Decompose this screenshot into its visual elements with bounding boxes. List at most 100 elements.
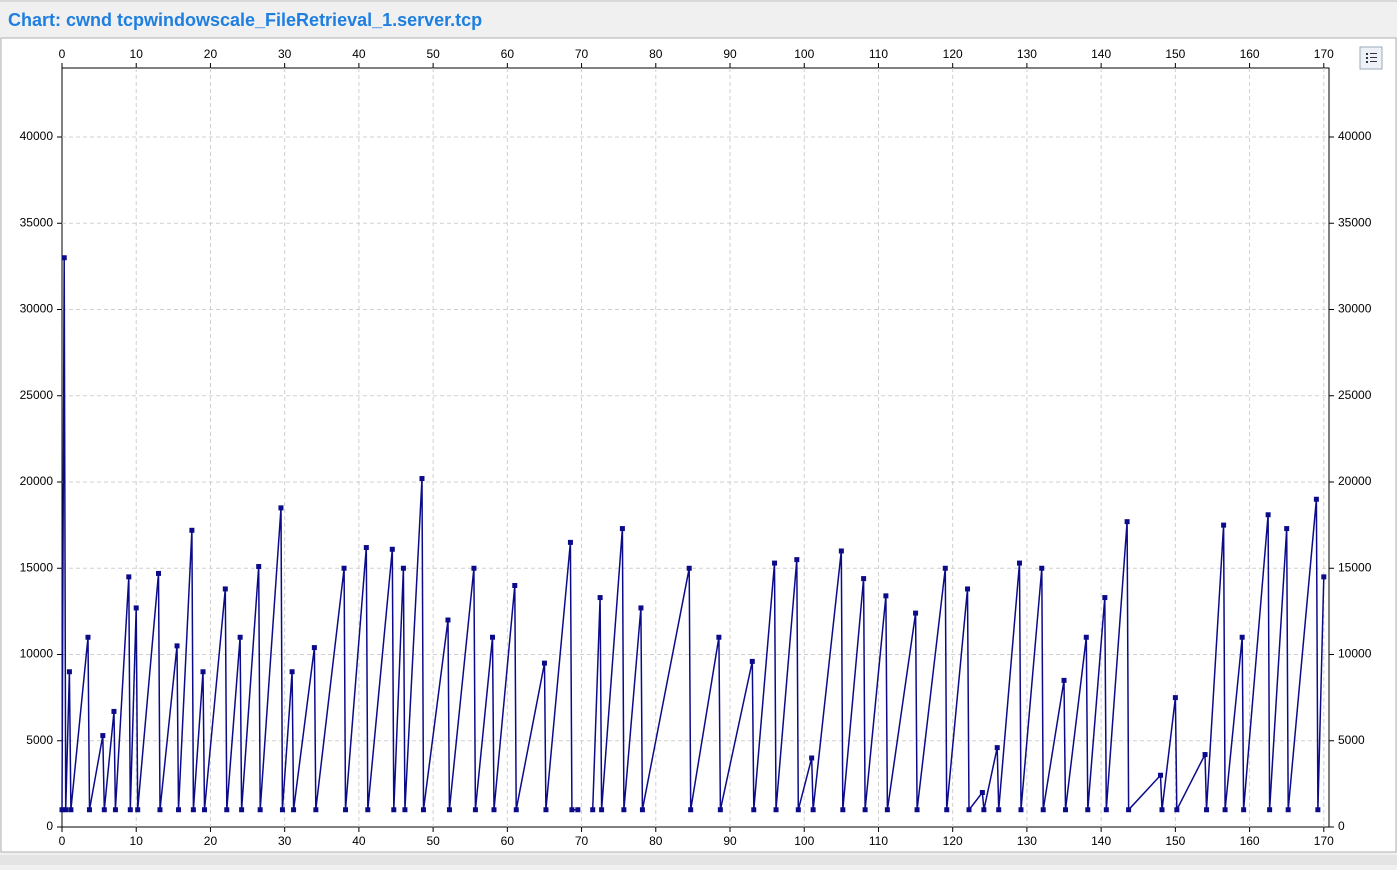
x-tick-label-top: 60 [501,47,515,61]
point [257,807,263,813]
x-tick-label-top: 10 [130,47,144,61]
y-tick-label-right: 40000 [1338,129,1372,143]
point [176,807,182,813]
y-tick-label-right: 10000 [1338,647,1372,661]
point [942,565,948,571]
x-tick-label-top: 100 [794,47,814,61]
point [567,539,573,545]
point [1265,512,1271,518]
x-tick-label: 120 [943,834,963,848]
point [389,546,395,552]
point [861,576,867,582]
point [400,565,406,571]
point [621,807,627,813]
point [597,595,603,601]
x-tick-label-top: 140 [1091,47,1111,61]
point [840,807,846,813]
point [189,527,195,533]
point [1241,807,1247,813]
x-tick-label-top: 20 [204,47,218,61]
point [1222,807,1228,813]
point [1018,807,1024,813]
point [419,476,425,482]
y-tick-label: 15000 [20,560,54,574]
point [291,807,297,813]
point [1061,677,1067,683]
y-tick-label-right: 0 [1338,819,1345,833]
point [810,807,816,813]
y-tick-label-right: 15000 [1338,560,1372,574]
x-tick-label: 90 [723,834,737,848]
point [541,660,547,666]
point [1083,634,1089,640]
point [913,610,919,616]
point [489,634,495,640]
y-tick-label: 30000 [20,302,54,316]
series-line [61,257,1325,812]
point [472,807,478,813]
legend-button[interactable] [1359,46,1383,70]
point [391,807,397,813]
x-tick-label: 160 [1240,834,1260,848]
point [1284,526,1290,532]
x-tick-label: 60 [501,834,515,848]
point [716,634,722,640]
top-border [0,0,1397,2]
x-tick-label-top: 70 [575,47,589,61]
point [638,605,644,611]
point [101,807,107,813]
point [133,605,139,611]
point [278,505,284,511]
x-tick-label-top: 130 [1017,47,1037,61]
point [981,807,987,813]
point [157,807,163,813]
point [639,807,645,813]
x-tick-label-top: 40 [352,47,366,61]
x-tick-label-top: 50 [426,47,440,61]
point [341,565,347,571]
point [979,790,985,795]
point [1124,519,1130,525]
point [63,807,69,813]
x-tick-label: 70 [575,834,589,848]
point [111,708,117,714]
point [688,807,694,813]
point [365,807,371,813]
point [343,807,349,813]
point [402,807,408,813]
x-tick-label: 30 [278,834,292,848]
point [914,807,920,813]
y-tick-label: 0 [46,819,53,833]
point [772,560,778,566]
point [239,807,245,813]
point [1315,807,1321,813]
x-tick-label: 80 [649,834,663,848]
point [174,643,180,649]
x-tick-label-top: 30 [278,47,292,61]
point [513,807,519,813]
point [289,669,295,675]
y-tick-label: 20000 [20,474,54,488]
point [222,586,228,592]
y-tick-label: 10000 [20,647,54,661]
point [575,807,581,813]
x-tick-label: 40 [352,834,366,848]
point [313,807,319,813]
point [862,807,868,813]
point [883,593,889,599]
point [1204,807,1210,813]
point [491,807,497,813]
point [420,807,426,813]
y-tick-label: 40000 [20,129,54,143]
x-tick-label-top: 90 [723,47,737,61]
point [599,807,605,813]
x-tick-label-top: 80 [649,47,663,61]
point [717,807,723,813]
point [996,807,1002,813]
point [202,807,208,813]
point [1158,772,1164,778]
point [363,545,369,551]
point [61,255,67,261]
point [1202,752,1208,758]
